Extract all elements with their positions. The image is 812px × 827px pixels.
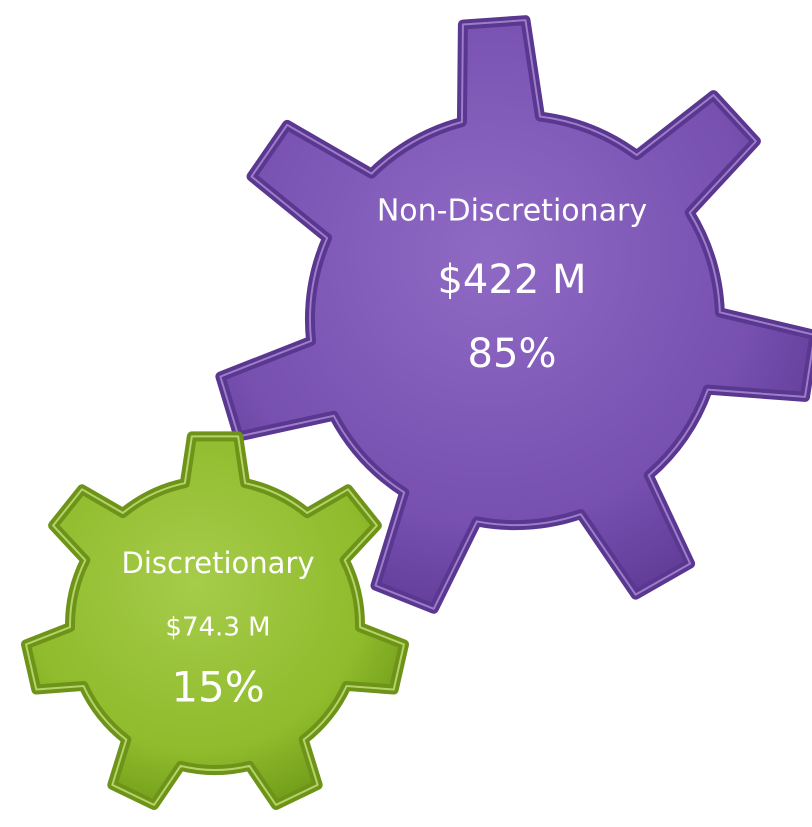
gear-share: 15% (171, 663, 264, 712)
gear-share: 85% (468, 331, 557, 377)
diagram: Non-Discretionary $422 M 85% Discretiona… (0, 0, 812, 827)
gear-amount: $422 M (437, 257, 586, 303)
gear-label: Non-Discretionary (377, 194, 647, 229)
gear-label: Discretionary (122, 546, 315, 580)
gear-amount: $74.3 M (165, 613, 270, 643)
page: Non-Discretionary $422 M 85% Discretiona… (0, 0, 812, 827)
